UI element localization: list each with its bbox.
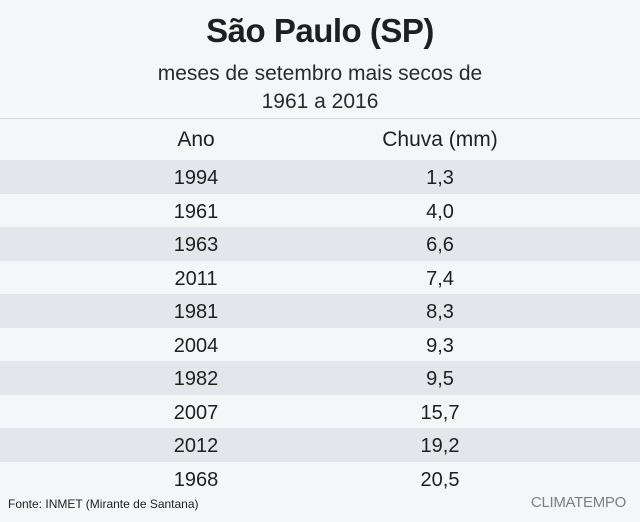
table-row: 2012 19,2 [0, 428, 640, 462]
cell-year: 1968 [173, 468, 219, 491]
cell-rain: 1,3 [426, 167, 454, 189]
table-row: 1963 6,6 [0, 227, 640, 261]
header-divider [0, 118, 640, 119]
subtitle-line-1: meses de setembro mais secos de [157, 62, 483, 85]
column-header-chuva: Chuva (mm) [382, 128, 498, 151]
cell-year: 2004 [173, 334, 219, 357]
table-row: 1981 8,3 [0, 294, 640, 328]
table-row: 1994 1,3 [0, 160, 640, 194]
brand-logo: CLIMATEMPO [530, 494, 626, 511]
cell-rain: 15,7 [420, 401, 460, 424]
cell-year: 1994 [173, 167, 219, 189]
cell-year: 2012 [173, 435, 219, 457]
cell-rain: 7,4 [426, 267, 454, 290]
table-row: 1968 20,5 [0, 461, 640, 495]
cell-rain: 8,3 [426, 301, 454, 323]
table-row: 1961 4,0 [0, 193, 640, 227]
cell-year: 2011 [174, 267, 218, 290]
data-table-body: 1994 1,3 1961 4,0 1963 6,6 2011 7,4 1981 8,3 2004 9… [0, 160, 640, 495]
table-row: 2007 15,7 [0, 394, 640, 428]
cell-rain: 9,3 [426, 334, 454, 357]
subtitle-line-2: 1961 a 2016 [261, 90, 379, 113]
cell-rain: 6,6 [426, 234, 454, 256]
cell-year: 1981 [173, 301, 219, 323]
chart-subtitle: meses de setembro mais secos de 1961 a 2… [120, 60, 520, 116]
cell-year: 1963 [173, 234, 219, 256]
table-row: 2004 9,3 [0, 327, 640, 361]
cell-rain: 9,5 [426, 368, 454, 390]
cell-year: 1982 [173, 368, 219, 390]
cell-rain: 19,2 [420, 435, 460, 457]
cell-year: 2007 [173, 401, 219, 424]
table-row: 1982 9,5 [0, 361, 640, 395]
table-row: 2011 7,4 [0, 260, 640, 294]
cell-year: 1961 [173, 200, 219, 223]
cell-rain: 20,5 [420, 468, 460, 491]
column-header-ano: Ano [177, 128, 215, 151]
chart-title: São Paulo (SP) [206, 12, 434, 49]
source-note: Fonte: INMET (Mirante de Santana) [8, 497, 199, 511]
chart-header: São Paulo (SP) meses de setembro mais se… [0, 0, 640, 120]
cell-rain: 4,0 [426, 200, 454, 223]
